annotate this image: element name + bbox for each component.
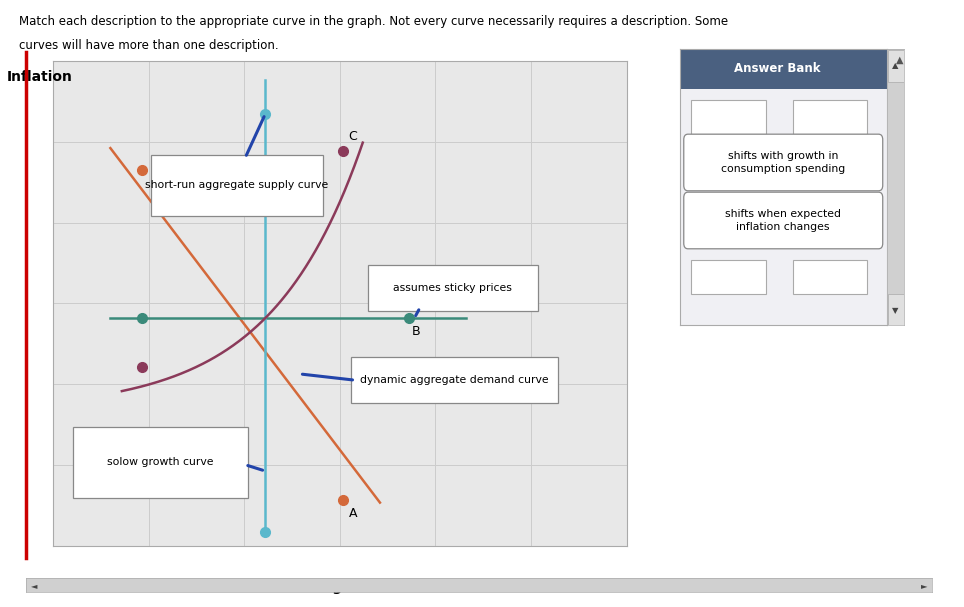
FancyBboxPatch shape [351, 357, 558, 403]
Text: ▲: ▲ [893, 61, 898, 70]
Text: ◄: ◄ [31, 581, 37, 589]
Text: Match each description to the appropriate curve in the graph. Not every curve ne: Match each description to the appropriat… [19, 15, 729, 28]
Text: B: B [412, 325, 420, 338]
Text: Answer Bank: Answer Bank [734, 62, 820, 75]
FancyBboxPatch shape [792, 260, 868, 294]
Text: dynamic aggregate demand curve: dynamic aggregate demand curve [361, 375, 549, 385]
Text: Real GDP growth rate: Real GDP growth rate [254, 580, 425, 594]
FancyBboxPatch shape [888, 294, 903, 326]
FancyBboxPatch shape [888, 50, 903, 82]
FancyBboxPatch shape [691, 260, 765, 294]
Text: Inflation: Inflation [7, 70, 73, 84]
Text: solow growth curve: solow growth curve [107, 457, 214, 467]
FancyBboxPatch shape [368, 265, 538, 311]
Text: ▼: ▼ [893, 306, 898, 315]
Text: C: C [348, 131, 358, 143]
FancyBboxPatch shape [680, 49, 887, 89]
Text: A: A [348, 507, 357, 520]
FancyBboxPatch shape [683, 192, 883, 249]
Text: shifts with growth in
consumption spending: shifts with growth in consumption spendi… [721, 151, 845, 174]
FancyBboxPatch shape [73, 427, 248, 498]
FancyBboxPatch shape [150, 155, 323, 216]
FancyBboxPatch shape [691, 100, 765, 134]
Text: shifts when expected
inflation changes: shifts when expected inflation changes [725, 209, 842, 232]
Text: ►: ► [922, 581, 927, 589]
FancyBboxPatch shape [792, 100, 868, 134]
FancyBboxPatch shape [683, 134, 883, 191]
Text: curves will have more than one description.: curves will have more than one descripti… [19, 39, 279, 52]
Text: assumes sticky prices: assumes sticky prices [393, 283, 512, 293]
Text: short-run aggregate supply curve: short-run aggregate supply curve [145, 180, 328, 191]
Text: ▲: ▲ [896, 55, 903, 64]
